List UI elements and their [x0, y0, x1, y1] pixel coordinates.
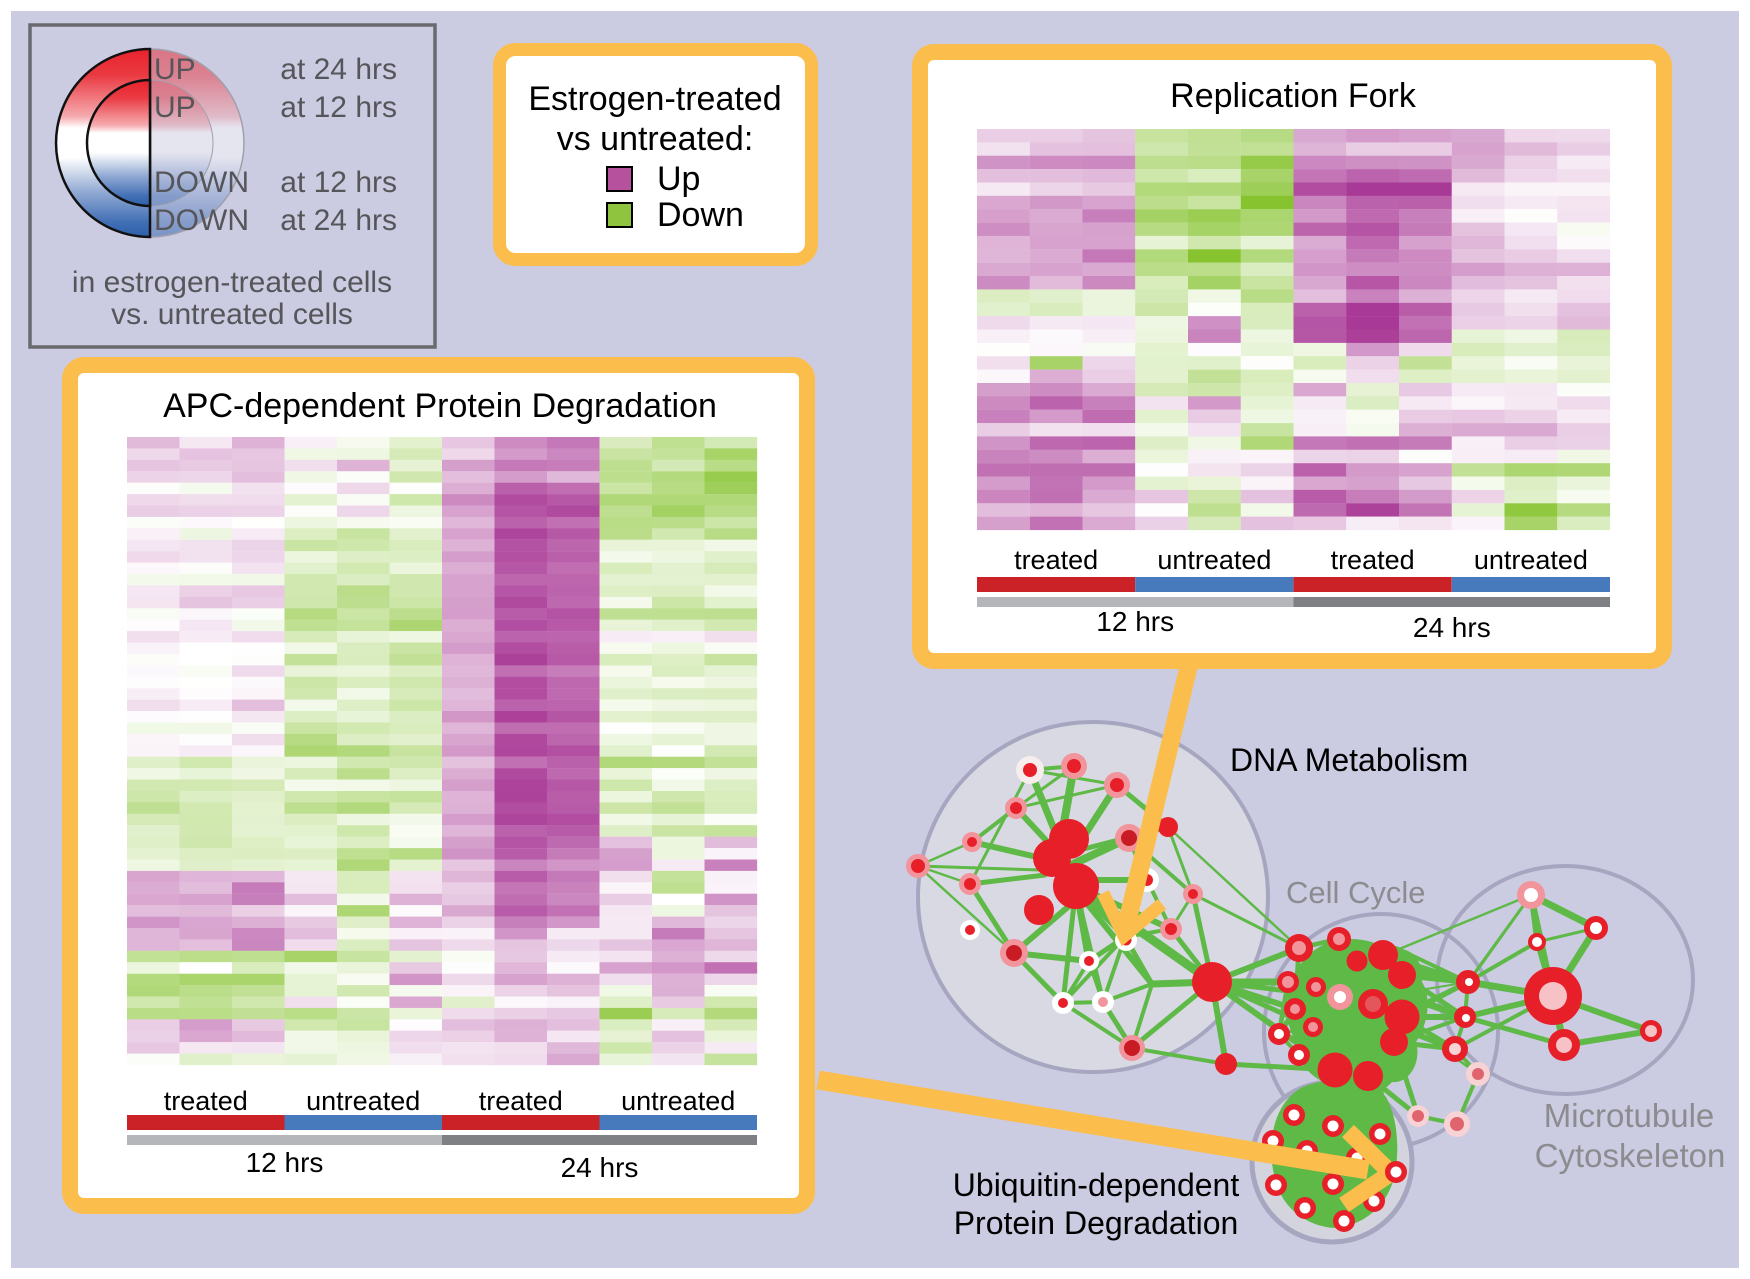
svg-text:vs. untreated cells: vs. untreated cells	[111, 298, 353, 331]
svg-text:treated: treated	[164, 1086, 248, 1116]
svg-text:APC-dependent Protein Degradat: APC-dependent Protein Degradation	[163, 387, 717, 425]
svg-text:Cell Cycle: Cell Cycle	[1286, 875, 1426, 910]
svg-text:12 hrs: 12 hrs	[246, 1147, 324, 1178]
svg-text:treated: treated	[479, 1086, 563, 1116]
svg-text:treated: treated	[1014, 545, 1098, 575]
svg-text:DOWN: DOWN	[154, 204, 249, 237]
svg-text:Microtubule: Microtubule	[1544, 1097, 1715, 1134]
svg-text:vs untreated:: vs untreated:	[557, 120, 754, 158]
svg-text:Ubiquitin-dependent: Ubiquitin-dependent	[953, 1167, 1240, 1203]
svg-text:Protein Degradation: Protein Degradation	[954, 1205, 1239, 1241]
svg-text:untreated: untreated	[1157, 545, 1271, 575]
svg-text:24 hrs: 24 hrs	[561, 1152, 639, 1183]
svg-text:untreated: untreated	[1474, 545, 1588, 575]
svg-text:DNA Metabolism: DNA Metabolism	[1230, 742, 1468, 778]
svg-text:at 12 hrs: at 12 hrs	[280, 91, 397, 124]
svg-text:at 24 hrs: at 24 hrs	[280, 204, 397, 237]
svg-text:treated: treated	[1331, 545, 1415, 575]
svg-text:Down: Down	[657, 196, 744, 234]
svg-text:Cytoskeleton: Cytoskeleton	[1535, 1137, 1726, 1174]
svg-text:12 hrs: 12 hrs	[1096, 606, 1174, 637]
svg-text:Estrogen-treated: Estrogen-treated	[528, 80, 781, 118]
svg-text:untreated: untreated	[621, 1086, 735, 1116]
svg-text:UP: UP	[154, 91, 196, 124]
svg-text:at 12 hrs: at 12 hrs	[280, 166, 397, 199]
svg-text:24 hrs: 24 hrs	[1413, 612, 1491, 643]
svg-text:UP: UP	[154, 53, 196, 86]
svg-text:DOWN: DOWN	[154, 166, 249, 199]
svg-text:Up: Up	[657, 160, 700, 198]
svg-text:Replication Fork: Replication Fork	[1170, 77, 1417, 115]
svg-text:in estrogen-treated cells: in estrogen-treated cells	[72, 266, 392, 299]
svg-text:untreated: untreated	[306, 1086, 420, 1116]
svg-text:at 24 hrs: at 24 hrs	[280, 53, 397, 86]
